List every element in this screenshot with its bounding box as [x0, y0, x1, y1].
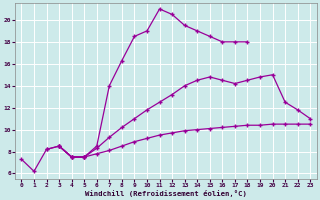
X-axis label: Windchill (Refroidissement éolien,°C): Windchill (Refroidissement éolien,°C) [85, 190, 247, 197]
